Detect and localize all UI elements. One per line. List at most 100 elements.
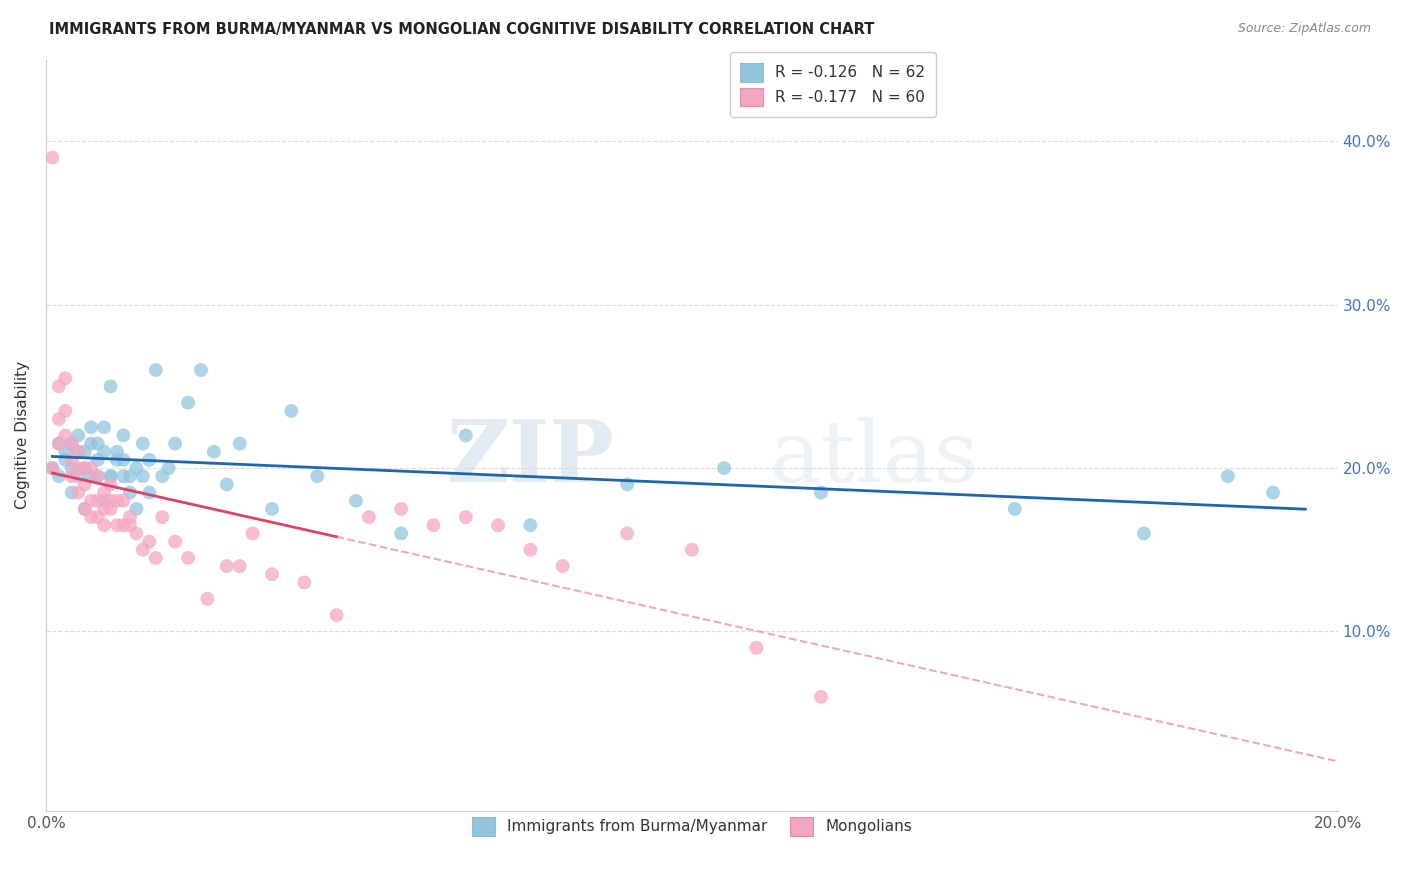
Point bbox=[80, 436, 103, 450]
Point bbox=[486, 518, 509, 533]
Point bbox=[86, 436, 108, 450]
Point bbox=[73, 502, 96, 516]
Point bbox=[118, 485, 141, 500]
Point bbox=[357, 510, 380, 524]
Point bbox=[145, 363, 167, 377]
Point bbox=[112, 493, 135, 508]
Point bbox=[53, 444, 76, 458]
Point bbox=[118, 510, 141, 524]
Point bbox=[228, 436, 250, 450]
Point bbox=[157, 461, 180, 475]
Point bbox=[616, 526, 638, 541]
Point bbox=[60, 436, 83, 450]
Point bbox=[100, 493, 122, 508]
Point bbox=[745, 640, 768, 655]
Point bbox=[60, 436, 83, 450]
Point bbox=[112, 453, 135, 467]
Point bbox=[125, 526, 148, 541]
Point bbox=[41, 151, 63, 165]
Point bbox=[344, 493, 367, 508]
Point bbox=[73, 461, 96, 475]
Point bbox=[86, 469, 108, 483]
Point bbox=[60, 469, 83, 483]
Point bbox=[215, 477, 238, 491]
Point bbox=[681, 542, 703, 557]
Point bbox=[197, 591, 219, 606]
Point bbox=[53, 453, 76, 467]
Point bbox=[100, 469, 122, 483]
Point bbox=[118, 518, 141, 533]
Point bbox=[67, 428, 90, 442]
Point bbox=[519, 542, 541, 557]
Point bbox=[67, 444, 90, 458]
Point bbox=[810, 485, 832, 500]
Point bbox=[60, 485, 83, 500]
Text: Source: ZipAtlas.com: Source: ZipAtlas.com bbox=[1237, 22, 1371, 36]
Point bbox=[80, 493, 103, 508]
Point bbox=[41, 461, 63, 475]
Point bbox=[53, 404, 76, 418]
Point bbox=[48, 379, 70, 393]
Point bbox=[86, 510, 108, 524]
Point bbox=[713, 461, 735, 475]
Point bbox=[86, 453, 108, 467]
Point bbox=[125, 502, 148, 516]
Point bbox=[165, 436, 187, 450]
Point bbox=[132, 542, 155, 557]
Point bbox=[325, 608, 347, 623]
Point bbox=[80, 510, 103, 524]
Point bbox=[422, 518, 444, 533]
Y-axis label: Cognitive Disability: Cognitive Disability bbox=[15, 361, 30, 509]
Point bbox=[1133, 526, 1156, 541]
Point bbox=[519, 518, 541, 533]
Text: IMMIGRANTS FROM BURMA/MYANMAR VS MONGOLIAN COGNITIVE DISABILITY CORRELATION CHAR: IMMIGRANTS FROM BURMA/MYANMAR VS MONGOLI… bbox=[49, 22, 875, 37]
Text: atlas: atlas bbox=[769, 417, 979, 500]
Point bbox=[80, 469, 103, 483]
Point bbox=[48, 412, 70, 426]
Point bbox=[125, 461, 148, 475]
Point bbox=[132, 436, 155, 450]
Point bbox=[48, 436, 70, 450]
Point bbox=[53, 428, 76, 442]
Point bbox=[177, 395, 200, 409]
Point bbox=[93, 485, 115, 500]
Point bbox=[93, 518, 115, 533]
Text: ZIP: ZIP bbox=[447, 416, 614, 500]
Point bbox=[86, 493, 108, 508]
Point bbox=[60, 461, 83, 475]
Point bbox=[132, 469, 155, 483]
Point bbox=[454, 428, 477, 442]
Point bbox=[280, 404, 302, 418]
Point bbox=[260, 502, 283, 516]
Point bbox=[80, 461, 103, 475]
Point bbox=[73, 477, 96, 491]
Point bbox=[41, 461, 63, 475]
Point bbox=[454, 510, 477, 524]
Point bbox=[48, 436, 70, 450]
Point bbox=[389, 526, 412, 541]
Point bbox=[150, 469, 173, 483]
Point bbox=[215, 559, 238, 574]
Point bbox=[100, 469, 122, 483]
Point bbox=[1004, 502, 1026, 516]
Point bbox=[67, 444, 90, 458]
Point bbox=[138, 534, 160, 549]
Point bbox=[105, 493, 128, 508]
Point bbox=[53, 371, 76, 385]
Point bbox=[177, 550, 200, 565]
Point bbox=[73, 444, 96, 458]
Point bbox=[105, 444, 128, 458]
Point bbox=[60, 453, 83, 467]
Point bbox=[105, 518, 128, 533]
Point bbox=[165, 534, 187, 549]
Point bbox=[100, 502, 122, 516]
Point bbox=[112, 428, 135, 442]
Point bbox=[1261, 485, 1284, 500]
Point bbox=[1216, 469, 1239, 483]
Point bbox=[67, 485, 90, 500]
Point bbox=[80, 420, 103, 434]
Legend: Immigrants from Burma/Myanmar, Mongolians: Immigrants from Burma/Myanmar, Mongolian… bbox=[463, 808, 921, 845]
Point bbox=[67, 461, 90, 475]
Point bbox=[202, 444, 225, 458]
Point bbox=[389, 502, 412, 516]
